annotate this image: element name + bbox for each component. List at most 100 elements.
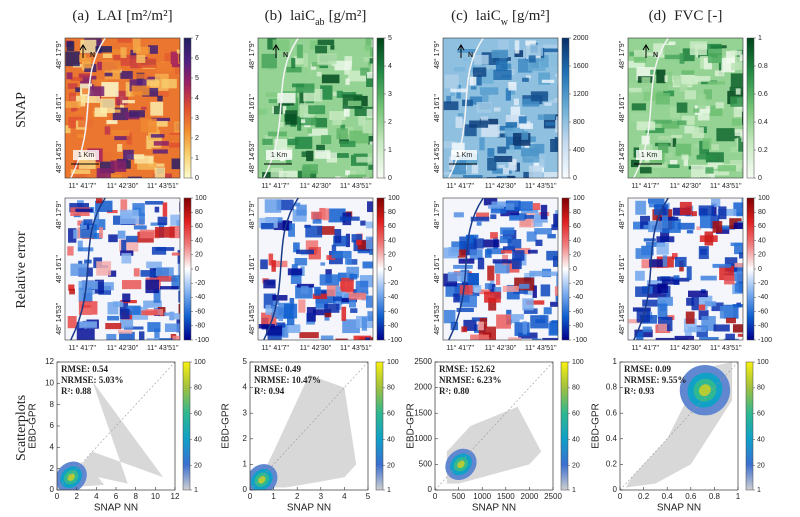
map-field (539, 152, 546, 168)
scale-box (636, 150, 662, 160)
map-field (320, 85, 333, 100)
map-field (335, 338, 348, 340)
map-field (521, 209, 539, 214)
colorbar-tick-label: 80 (573, 209, 581, 216)
map-field (124, 326, 144, 330)
colorbar-tick-label: -40 (758, 294, 768, 301)
map-field (524, 215, 534, 219)
scale-label: 1 Km (271, 152, 288, 159)
lat-label: 48° 16'1'' (433, 255, 441, 283)
map-field (300, 266, 305, 277)
y-tick-label: 2 (243, 434, 248, 443)
map-field (557, 77, 558, 85)
map-field (155, 226, 175, 238)
map-field (131, 85, 150, 96)
map-field (661, 120, 680, 129)
map-field (488, 297, 497, 311)
lat-label: 48° 16'1'' (55, 255, 63, 283)
colorbar (561, 37, 570, 179)
map-field (290, 269, 302, 284)
y-tick-label: 0 (50, 485, 55, 494)
map-field (285, 110, 298, 125)
title-name: laiC (290, 8, 315, 24)
map-field (453, 66, 466, 72)
colorbar-tick-label: 100 (388, 195, 400, 202)
map-field (554, 73, 558, 77)
x-tick-label: 0.8 (709, 492, 721, 501)
map-field (556, 273, 558, 288)
map-field (534, 228, 552, 235)
map-field (326, 152, 338, 163)
map-field (111, 130, 130, 136)
map-field (540, 284, 551, 297)
map-field (686, 230, 694, 234)
map-field (356, 239, 362, 246)
map-field (156, 163, 165, 167)
map-field (66, 41, 75, 52)
map-field (657, 276, 674, 281)
north-arrow (457, 44, 465, 58)
lat-label: 48° 14'53'' (55, 141, 63, 173)
map-field (357, 240, 373, 250)
map-field (491, 49, 509, 59)
map-field (334, 60, 352, 71)
colorbar-tick-label: 1 (387, 487, 391, 494)
map-field (477, 321, 484, 331)
map-field (153, 141, 169, 146)
map-field (154, 135, 162, 147)
map-field (734, 283, 743, 293)
map-field (449, 156, 454, 170)
map-field (360, 67, 370, 76)
map-field (645, 241, 666, 247)
map-field (315, 302, 329, 309)
map-field (493, 107, 501, 112)
map-field (96, 168, 111, 178)
map-field (169, 134, 180, 143)
map-field (490, 214, 497, 220)
map-field (286, 158, 292, 164)
y-tick-label: 0.2 (606, 460, 618, 469)
map-field (483, 198, 498, 206)
title-subscript: ab (315, 17, 324, 28)
map-field (641, 135, 650, 147)
map-field (73, 229, 80, 239)
map-field (260, 259, 268, 270)
map-field (490, 232, 498, 239)
y-tick-label: 0 (428, 485, 433, 494)
colorbar-tick-label: 100 (194, 359, 206, 366)
map-field (78, 280, 98, 290)
map-field (444, 74, 459, 89)
map-field (147, 322, 161, 332)
map-field (659, 216, 679, 221)
map-field (541, 79, 555, 83)
y-tick-label: 0.4 (606, 434, 618, 443)
map-field (296, 204, 307, 216)
map-field (296, 58, 304, 65)
colorbar-tick-label: 1600 (573, 63, 589, 70)
map-field (320, 262, 326, 266)
map-field (267, 38, 277, 50)
colorbar-tick-label: -60 (388, 308, 398, 315)
map-field (725, 333, 735, 340)
map-field (525, 75, 531, 79)
map-field (456, 307, 474, 313)
map-field (294, 257, 308, 266)
map (443, 198, 558, 340)
map-field (330, 153, 349, 158)
map-field (117, 143, 123, 152)
colorbar (376, 37, 385, 179)
map-field (93, 219, 106, 231)
map-field (508, 158, 517, 171)
map-field (172, 335, 180, 340)
colorbar-tick-label: 40 (387, 436, 395, 443)
map-field (492, 168, 512, 174)
map-field (635, 248, 652, 259)
map-field (106, 120, 118, 125)
map-field (78, 260, 83, 265)
map-field (77, 247, 94, 252)
map-field (104, 72, 113, 77)
map-field (713, 170, 730, 176)
map-field (108, 234, 118, 243)
map-field (700, 248, 707, 255)
map-field (155, 267, 174, 277)
